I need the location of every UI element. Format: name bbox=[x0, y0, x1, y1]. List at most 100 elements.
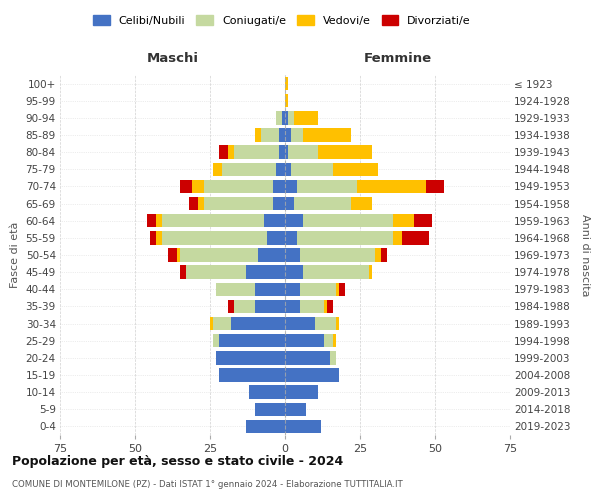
Bar bbox=[219, 146, 228, 159]
Bar bbox=[294, 197, 351, 210]
Bar bbox=[285, 94, 288, 108]
Bar bbox=[180, 266, 186, 279]
Bar bbox=[336, 282, 339, 296]
Bar bbox=[198, 197, 204, 210]
Bar bbox=[294, 111, 318, 124]
Bar bbox=[333, 162, 378, 176]
Bar bbox=[303, 214, 393, 228]
Bar bbox=[273, 197, 285, 210]
Bar bbox=[315, 317, 336, 330]
Bar bbox=[285, 111, 288, 124]
Bar bbox=[204, 197, 273, 210]
Bar bbox=[297, 180, 357, 193]
Bar bbox=[285, 402, 306, 416]
Bar bbox=[162, 214, 264, 228]
Bar bbox=[291, 162, 333, 176]
Bar bbox=[246, 266, 285, 279]
Bar bbox=[213, 317, 231, 330]
Bar bbox=[216, 351, 285, 364]
Bar bbox=[393, 214, 414, 228]
Bar bbox=[330, 351, 336, 364]
Text: Maschi: Maschi bbox=[146, 52, 199, 64]
Bar bbox=[264, 214, 285, 228]
Bar bbox=[336, 317, 339, 330]
Bar bbox=[255, 300, 285, 313]
Bar bbox=[297, 231, 393, 244]
Bar bbox=[324, 334, 333, 347]
Bar bbox=[285, 317, 315, 330]
Bar bbox=[351, 197, 372, 210]
Bar bbox=[180, 248, 258, 262]
Bar bbox=[426, 180, 444, 193]
Bar bbox=[291, 128, 303, 141]
Bar bbox=[285, 282, 300, 296]
Bar bbox=[279, 128, 285, 141]
Bar bbox=[156, 214, 162, 228]
Bar bbox=[285, 162, 291, 176]
Bar bbox=[147, 214, 156, 228]
Bar bbox=[303, 266, 369, 279]
Bar bbox=[285, 77, 288, 90]
Bar bbox=[213, 162, 222, 176]
Bar bbox=[369, 266, 372, 279]
Bar bbox=[186, 266, 246, 279]
Bar bbox=[393, 231, 402, 244]
Bar bbox=[414, 214, 432, 228]
Bar bbox=[285, 128, 291, 141]
Bar bbox=[288, 111, 294, 124]
Bar bbox=[228, 300, 234, 313]
Bar bbox=[279, 146, 285, 159]
Bar bbox=[339, 282, 345, 296]
Bar bbox=[216, 282, 255, 296]
Bar bbox=[285, 214, 303, 228]
Bar bbox=[234, 146, 279, 159]
Bar bbox=[285, 231, 297, 244]
Bar bbox=[288, 146, 318, 159]
Bar bbox=[300, 300, 324, 313]
Bar bbox=[189, 197, 198, 210]
Bar bbox=[285, 351, 330, 364]
Bar bbox=[402, 231, 429, 244]
Bar bbox=[285, 334, 324, 347]
Bar bbox=[177, 248, 180, 262]
Bar bbox=[246, 420, 285, 433]
Bar bbox=[285, 368, 339, 382]
Bar bbox=[261, 128, 279, 141]
Bar bbox=[258, 248, 285, 262]
Bar bbox=[231, 317, 285, 330]
Bar bbox=[213, 334, 219, 347]
Bar bbox=[282, 111, 285, 124]
Bar bbox=[255, 128, 261, 141]
Bar bbox=[273, 180, 285, 193]
Bar bbox=[285, 197, 294, 210]
Bar bbox=[303, 128, 351, 141]
Bar bbox=[219, 334, 285, 347]
Bar bbox=[375, 248, 381, 262]
Bar bbox=[219, 368, 285, 382]
Bar bbox=[324, 300, 327, 313]
Bar bbox=[222, 162, 276, 176]
Bar bbox=[276, 111, 282, 124]
Bar bbox=[333, 334, 336, 347]
Bar bbox=[150, 231, 156, 244]
Bar bbox=[234, 300, 255, 313]
Bar bbox=[276, 162, 285, 176]
Bar bbox=[255, 402, 285, 416]
Bar bbox=[192, 180, 204, 193]
Bar bbox=[228, 146, 234, 159]
Y-axis label: Fasce di età: Fasce di età bbox=[10, 222, 20, 288]
Bar bbox=[156, 231, 162, 244]
Text: Popolazione per età, sesso e stato civile - 2024: Popolazione per età, sesso e stato civil… bbox=[12, 455, 343, 468]
Bar bbox=[267, 231, 285, 244]
Bar bbox=[357, 180, 426, 193]
Bar bbox=[204, 180, 273, 193]
Bar bbox=[162, 231, 267, 244]
Bar bbox=[285, 300, 300, 313]
Bar bbox=[327, 300, 333, 313]
Bar bbox=[285, 146, 288, 159]
Text: COMUNE DI MONTEMILONE (PZ) - Dati ISTAT 1° gennaio 2024 - Elaborazione TUTTITALI: COMUNE DI MONTEMILONE (PZ) - Dati ISTAT … bbox=[12, 480, 403, 489]
Bar bbox=[285, 420, 321, 433]
Bar bbox=[249, 386, 285, 399]
Bar bbox=[318, 146, 372, 159]
Text: Femmine: Femmine bbox=[364, 52, 431, 64]
